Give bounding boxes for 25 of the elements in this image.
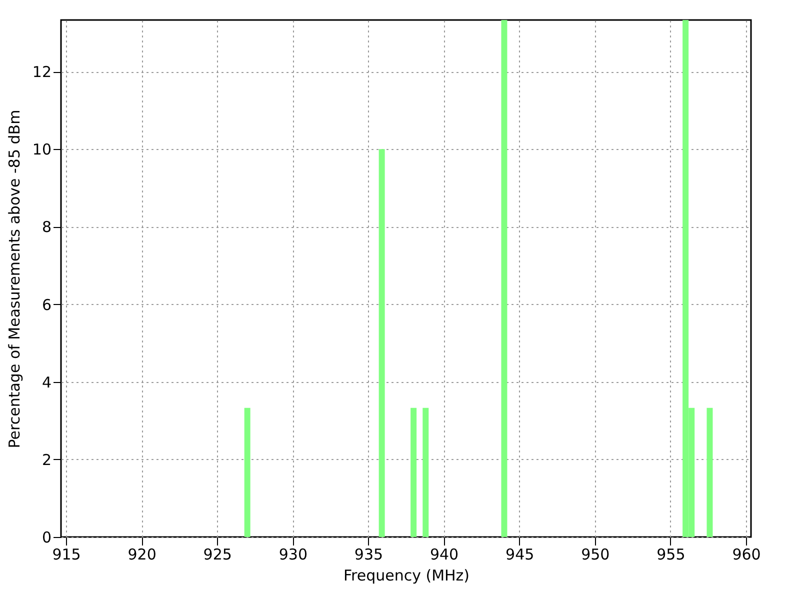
y-tick-label: 12: [32, 63, 52, 82]
x-tick-label: 920: [128, 546, 156, 564]
x-tick-label: 960: [732, 546, 761, 564]
bar: [706, 408, 713, 537]
x-tick-label: 930: [278, 546, 308, 564]
bar: [410, 408, 417, 537]
x-tick-label: 945: [506, 546, 534, 564]
bar: [378, 149, 385, 537]
x-tick-label: 950: [581, 546, 610, 564]
bar: [244, 408, 250, 537]
y-tick-label: 8: [42, 218, 52, 236]
bar: [501, 20, 508, 537]
y-tick-label: 0: [42, 528, 52, 546]
y-tick-label: 10: [32, 140, 52, 159]
x-tick-label: 940: [430, 546, 459, 564]
y-tick-label: 6: [42, 296, 52, 314]
x-tick-label: 925: [203, 546, 232, 564]
x-tick-label: 955: [656, 546, 686, 564]
y-axis-title: Percentage of Measurements above -85 dBm: [5, 110, 24, 448]
y-tick-label: 4: [42, 373, 52, 392]
x-tick-label: 935: [354, 546, 384, 564]
y-tick-label: 2: [42, 450, 52, 469]
bar: [422, 408, 429, 537]
x-axis-title: Frequency (MHz): [343, 566, 470, 584]
x-tick-label: 915: [52, 546, 81, 564]
